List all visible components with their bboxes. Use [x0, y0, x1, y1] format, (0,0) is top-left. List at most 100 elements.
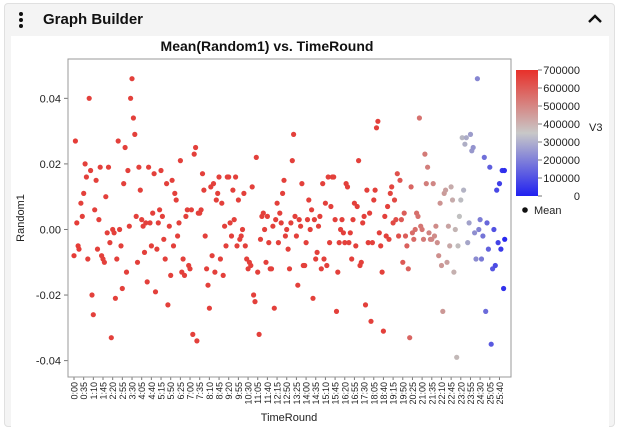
data-point: [157, 207, 163, 213]
data-point: [117, 226, 123, 233]
data-point: [180, 256, 186, 262]
x-tick-label: 25:40: [495, 382, 505, 405]
data-point: [132, 131, 138, 137]
x-tick-label: 4:05: [137, 382, 147, 400]
data-point: [256, 331, 262, 337]
data-point: [459, 135, 465, 141]
x-tick-label: 16:55: [350, 382, 360, 405]
data-point: [187, 266, 193, 272]
data-point: [175, 233, 181, 239]
data-point: [172, 190, 178, 196]
data-point: [484, 220, 490, 226]
data-point: [405, 266, 411, 272]
data-point: [159, 213, 165, 219]
data-point: [436, 253, 442, 259]
data-point: [101, 259, 107, 265]
data-point: [150, 210, 156, 216]
data-point: [346, 240, 352, 246]
data-point: [314, 249, 320, 255]
data-point: [462, 141, 468, 147]
data-point: [400, 259, 406, 265]
data-point: [415, 213, 421, 219]
data-point: [299, 181, 305, 187]
data-point: [121, 181, 127, 187]
x-tick-label: 23:55: [466, 382, 476, 405]
data-point: [495, 240, 501, 246]
data-point: [397, 177, 403, 183]
data-point: [255, 269, 261, 275]
data-point: [191, 151, 197, 157]
data-point: [394, 171, 400, 177]
data-point: [379, 269, 385, 275]
data-point: [494, 187, 500, 193]
window-title: Graph Builder: [43, 11, 144, 28]
data-point: [437, 200, 443, 206]
data-point: [248, 262, 254, 269]
data-point: [184, 207, 190, 213]
data-point: [270, 223, 276, 229]
data-point: [219, 200, 225, 206]
data-point: [241, 190, 247, 196]
x-tick-label: 2:55: [118, 382, 128, 400]
data-point: [216, 174, 222, 180]
data-point: [311, 217, 317, 223]
chevron-up-icon[interactable]: [586, 10, 604, 28]
x-tick-label: 9:55: [234, 382, 244, 400]
data-point: [122, 144, 128, 151]
data-point: [242, 243, 248, 249]
x-axis: 0:00 0:35 1:10 1:45 2:20 2:55 3:30 4:05 4:40 5:15…: [70, 377, 505, 405]
title-bar: Graph Builder: [5, 4, 614, 36]
data-point: [198, 207, 204, 213]
data-point: [470, 144, 476, 151]
data-point: [398, 217, 404, 223]
data-point: [476, 226, 482, 233]
data-point: [164, 181, 170, 187]
data-point: [288, 220, 294, 226]
data-point: [447, 243, 453, 249]
data-point: [271, 305, 277, 311]
data-point: [177, 158, 183, 164]
data-point: [144, 279, 150, 285]
y-axis-label: Random1: [15, 194, 27, 242]
data-point: [309, 207, 315, 213]
data-point: [467, 131, 474, 137]
data-point: [151, 171, 157, 177]
data-point: [320, 181, 326, 187]
x-tick-label: 4:40: [147, 382, 157, 400]
data-point: [154, 246, 160, 252]
data-point: [147, 220, 153, 226]
data-point: [335, 269, 341, 275]
data-point: [380, 328, 386, 334]
data-point: [194, 338, 200, 344]
data-point: [129, 76, 135, 82]
color-scale-bar: [516, 70, 538, 196]
data-point: [85, 256, 91, 262]
x-tick-label: 15:45: [331, 382, 341, 405]
data-point: [220, 272, 226, 278]
data-point: [411, 236, 417, 242]
data-point: [238, 233, 244, 239]
data-point: [376, 230, 382, 236]
data-point: [222, 223, 228, 229]
color-legend-title: V3: [589, 122, 602, 134]
x-tick-label: 14:00: [302, 382, 312, 405]
data-point: [325, 174, 331, 180]
data-point: [215, 190, 221, 196]
data-point: [451, 269, 457, 275]
data-point: [193, 144, 199, 151]
legend-tick-label: 500000: [543, 101, 580, 113]
data-point: [368, 318, 374, 324]
data-point: [313, 256, 319, 262]
data-point: [443, 187, 449, 193]
data-point: [88, 167, 94, 174]
data-point: [165, 302, 171, 308]
data-point: [183, 213, 189, 219]
data-point: [466, 220, 472, 226]
vertical-ellipsis-icon[interactable]: [15, 11, 29, 29]
data-point: [291, 131, 297, 137]
data-point: [286, 266, 293, 272]
data-point: [263, 259, 269, 265]
data-point: [396, 233, 402, 239]
data-point: [78, 200, 84, 206]
data-point: [412, 226, 418, 233]
